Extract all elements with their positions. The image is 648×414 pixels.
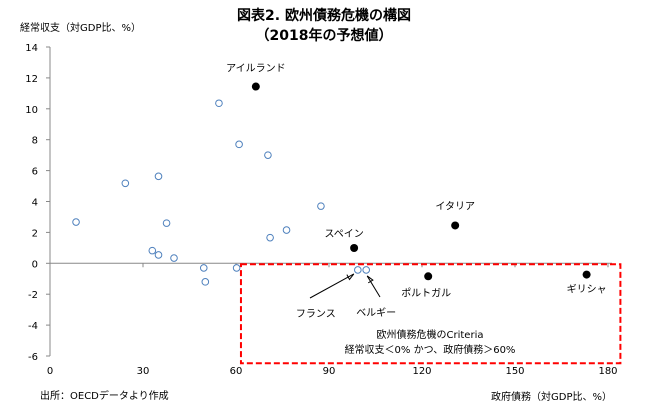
data-point-other xyxy=(121,179,130,188)
x-tick-label: 120 xyxy=(412,366,431,377)
point-label: ポルトガル xyxy=(401,287,451,299)
chart-subtitle: （2018年の予想値） xyxy=(256,27,393,44)
data-point-other xyxy=(354,266,362,274)
data-point-other xyxy=(232,264,241,272)
data-point-crisis xyxy=(251,82,260,91)
data-point-other xyxy=(170,254,178,262)
data-point-other xyxy=(215,99,223,108)
data-point-crisis xyxy=(424,272,433,281)
y-tick-label: 8 xyxy=(32,136,38,147)
data-point-other xyxy=(264,151,272,159)
y-axis-label: 経常収支（対GDP比、%） xyxy=(20,21,141,34)
france-arrow xyxy=(309,273,355,299)
point-label: ベルギー xyxy=(356,307,396,319)
data-point-other xyxy=(317,202,325,210)
y-tick-label: 0 xyxy=(32,259,38,270)
data-point-other xyxy=(282,226,291,234)
y-tick-label: -4 xyxy=(28,321,38,332)
y-tick-label: 12 xyxy=(25,74,38,85)
data-point-other xyxy=(201,278,210,286)
data-point-other xyxy=(148,246,157,255)
y-tick-label: 2 xyxy=(32,228,38,239)
x-tick-label: 150 xyxy=(505,366,524,377)
criteria-line2: 経常収支＜0% かつ、政府債務＞60% xyxy=(345,343,516,356)
point-label: スペイン xyxy=(324,229,363,240)
data-point-crisis xyxy=(582,270,591,279)
point-label: フランス xyxy=(296,308,336,320)
y-tick-label: 14 xyxy=(25,43,38,54)
data-point-other xyxy=(362,266,371,274)
data-point-other xyxy=(72,218,80,226)
france-arrow-head xyxy=(346,273,355,281)
x-tick-label: 30 xyxy=(137,366,150,377)
x-tick-label: 60 xyxy=(230,366,243,377)
data-point-other xyxy=(235,140,243,149)
y-tick-label: -2 xyxy=(28,290,38,301)
data-point-other xyxy=(199,264,208,272)
belgium-arrow-head xyxy=(366,275,374,284)
y-tick-label: -6 xyxy=(28,352,38,363)
source-note: 出所：OECDデータより作成 xyxy=(40,389,169,402)
x-tick-label: 90 xyxy=(323,366,336,377)
data-point-crisis xyxy=(350,244,359,253)
belgium-arrow xyxy=(366,275,381,298)
data-point-other xyxy=(162,219,171,227)
y-tick-label: 4 xyxy=(32,198,38,209)
data-point-other xyxy=(266,233,274,242)
y-tick-label: 6 xyxy=(32,167,38,178)
chart-title: 図表2. 欧州債務危機の構図 xyxy=(237,7,411,24)
x-tick-label: 0 xyxy=(47,366,53,377)
criteria-box xyxy=(239,263,622,365)
x-axis-label: 政府債務（対GDP比、%） xyxy=(491,390,612,403)
point-label: ギリシャ xyxy=(567,284,607,296)
data-point-crisis xyxy=(451,221,460,230)
x-tick-label: 180 xyxy=(598,366,617,377)
point-label: イタリア xyxy=(435,200,475,212)
data-point-other xyxy=(154,251,163,259)
data-point-other xyxy=(154,172,163,181)
criteria-line1: 欧州債務危機のCriteria xyxy=(377,328,484,341)
point-label: アイルランド xyxy=(226,63,286,75)
y-tick-label: 10 xyxy=(25,105,38,116)
